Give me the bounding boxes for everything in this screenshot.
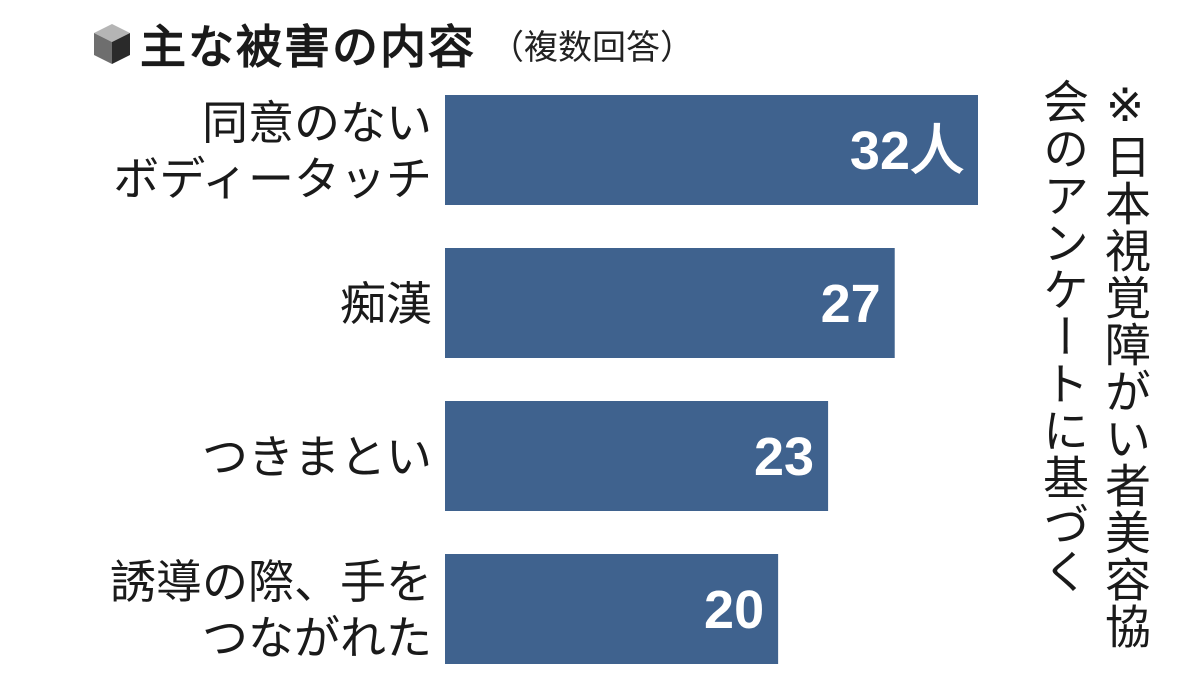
category-label-3-line-1: つながれた — [202, 611, 432, 665]
chart-note: ※日本視覚障がい者美容協会のアンケートに基づく — [1036, 78, 1152, 650]
category-label-0-line-0: 同意のない — [202, 96, 432, 150]
cube-icon — [94, 24, 130, 64]
title-row: 主な被害の内容 （複数回答） — [92, 4, 694, 84]
chart-subtitle: （複数回答） — [490, 27, 694, 68]
chart-title: 主な被害の内容 — [140, 20, 476, 74]
data-label-1: 27 — [821, 274, 881, 334]
category-label-2-line-0: つきまとい — [202, 430, 432, 484]
data-label-3: 20 — [704, 580, 764, 640]
bar-2 — [445, 401, 829, 511]
data-label-2: 23 — [754, 427, 814, 487]
bar-1 — [445, 248, 895, 358]
category-label-3-line-0: 誘導の際、手を — [110, 555, 432, 609]
category-label-1-line-0: 痴漢 — [340, 277, 432, 331]
data-label-0: 32人 — [850, 121, 964, 181]
bar-0 — [445, 95, 978, 205]
category-label-0-line-1: ボディータッチ — [113, 152, 432, 206]
bar-3 — [445, 554, 779, 664]
